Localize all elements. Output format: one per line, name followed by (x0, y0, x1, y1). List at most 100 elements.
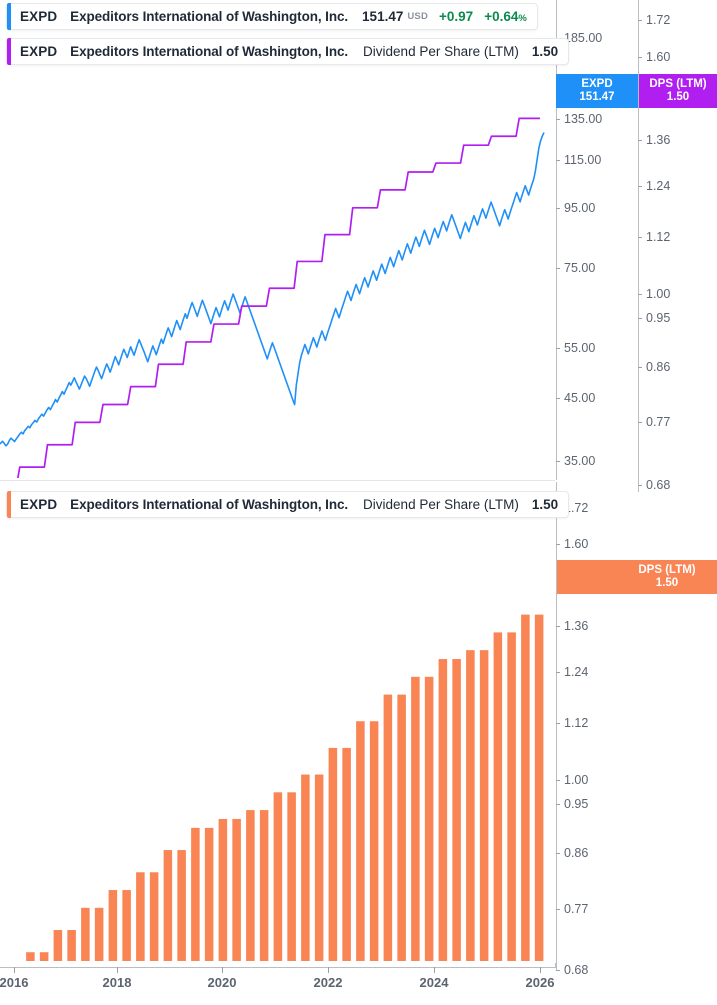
dps-bar[interactable] (534, 614, 544, 961)
dps-bar[interactable] (26, 952, 35, 961)
legend-company-dps-top: Expeditors International of Washington, … (70, 44, 349, 59)
dps-bar[interactable] (108, 890, 118, 961)
dps-bar[interactable] (466, 650, 475, 961)
dps-bottom-axis-line (556, 482, 557, 970)
x-axis-tick (14, 967, 15, 973)
legend-metric-value-dps-bottom: 1.50 (531, 497, 559, 512)
legend-color-swatch-dps-top (7, 38, 11, 65)
legend-metric-value-dps-top: 1.50 (531, 44, 559, 59)
dps-top-axis-tick-label: 1.00 (646, 287, 671, 301)
legend-company-price: Expeditors International of Washington, … (70, 9, 349, 24)
price-axis-tick-label: 75.00 (564, 261, 596, 275)
dps-bottom-y-axis[interactable]: 1.72 1.60 1.36 1.24 1.12 1.00 0.95 0.86 0.77 0.68 (556, 482, 717, 977)
dps-bar[interactable] (287, 792, 296, 961)
dps-bar[interactable] (163, 850, 173, 961)
dps-bar[interactable] (397, 694, 406, 961)
dps-bar[interactable] (218, 818, 228, 961)
price-axis-tick (556, 208, 560, 209)
price-axis-tick (556, 398, 560, 399)
price-axis-tick (556, 268, 560, 269)
dps-top-axis-tick (638, 294, 642, 295)
legend-dps-top[interactable]: EXPD Expeditors International of Washing… (6, 38, 570, 65)
price-value-badge[interactable]: EXPD 151.47 (556, 74, 638, 108)
dps-bar[interactable] (479, 650, 489, 961)
dps-bar[interactable] (149, 872, 159, 961)
dps-bar[interactable] (177, 850, 186, 961)
dps-bottom-axis-tick-label: 1.24 (564, 665, 589, 679)
dps-top-y-axis[interactable]: 1.72 1.60 1.36 1.24 1.12 1.00 0.95 0.86 0.77 0.68 (638, 0, 717, 492)
dps-bottom-value-badge[interactable]: DPS (LTM) 1.50 (557, 560, 717, 594)
dps-bar[interactable] (81, 907, 90, 961)
dps-bar[interactable] (452, 659, 461, 961)
dps-bar[interactable] (191, 827, 200, 961)
dps-plot-area[interactable] (0, 482, 546, 961)
price-axis-tick-label: 115.00 (564, 153, 602, 167)
legend-price[interactable]: EXPD Expeditors International of Washing… (6, 3, 538, 30)
price-axis-tick-label: 55.00 (564, 341, 596, 355)
x-axis-tick (328, 967, 329, 973)
x-axis-tick-label: 2024 (419, 975, 449, 990)
dps-bottom-axis-tick-label: 0.68 (564, 963, 589, 977)
price-axis-line (556, 0, 557, 480)
dps-bar[interactable] (94, 907, 104, 961)
price-line-series (0, 132, 545, 447)
dps-bottom-axis-tick (556, 626, 560, 627)
dps-top-axis-tick (638, 422, 642, 423)
dps-top-badge-value: 1.50 (666, 91, 690, 103)
dps-top-axis-tick (638, 140, 642, 141)
dps-top-axis-tick (638, 20, 642, 21)
dps-bar[interactable] (301, 774, 310, 961)
dps-bar[interactable] (438, 659, 448, 961)
dps-bar[interactable] (369, 721, 379, 961)
dps-bar[interactable] (246, 810, 255, 961)
dps-bar[interactable] (521, 614, 530, 961)
dps-bar[interactable] (383, 694, 393, 961)
dps-bar[interactable] (424, 676, 434, 961)
price-axis-tick (556, 348, 560, 349)
dps-top-axis-tick-label: 0.68 (646, 478, 671, 492)
dps-bar[interactable] (328, 747, 338, 961)
price-plot-area[interactable] (0, 0, 546, 478)
legend-dps-bottom[interactable]: EXPD Expeditors International of Washing… (6, 491, 570, 518)
price-badge-label: EXPD (581, 77, 613, 90)
legend-change-pct: +0.64% (484, 9, 527, 24)
dps-bar[interactable] (273, 792, 283, 961)
dps-bar[interactable] (493, 632, 503, 961)
dps-bottom-badge-value: 1.50 (655, 577, 679, 589)
dps-top-axis-tick-label: 1.36 (646, 133, 671, 147)
dps-top-value-badge[interactable]: DPS (LTM) 1.50 (639, 74, 717, 108)
dps-bottom-axis-tick (556, 672, 560, 673)
x-axis-tick-label: 2016 (0, 975, 29, 990)
dps-bar[interactable] (136, 872, 145, 961)
dps-top-axis-line (638, 0, 639, 492)
dps-bar[interactable] (67, 930, 76, 961)
dps-top-axis-tick-label: 1.60 (646, 50, 671, 64)
dps-bar[interactable] (342, 747, 351, 961)
price-axis-tick-label: 45.00 (564, 391, 596, 405)
legend-change-abs: +0.97 (439, 9, 474, 24)
dps-bar[interactable] (356, 721, 365, 961)
dps-bar[interactable] (122, 890, 131, 961)
dps-bar[interactable] (53, 930, 63, 961)
legend-ticker-price: EXPD (20, 9, 58, 24)
price-axis-tick (556, 160, 560, 161)
dps-top-axis-tick-label: 1.24 (646, 179, 671, 193)
price-chart-panel (0, 0, 717, 481)
price-axis-tick-label: 135.00 (564, 112, 603, 126)
legend-metric-dps-bottom: Dividend Per Share (LTM) (363, 497, 519, 512)
x-axis-tick (540, 967, 541, 973)
dps-bar[interactable] (259, 810, 269, 961)
price-badge-value: 151.47 (579, 91, 615, 103)
dps-bar[interactable] (204, 827, 214, 961)
dps-bar[interactable] (39, 952, 49, 961)
x-axis-tick-label: 2022 (313, 975, 343, 990)
x-axis-tick-label: 2020 (207, 975, 237, 990)
dps-bar[interactable] (232, 818, 241, 961)
panel-divider (0, 480, 555, 481)
x-axis-tick (117, 967, 118, 973)
dps-bar[interactable] (411, 676, 420, 961)
price-y-axis[interactable]: 185.00 135.00 115.00 95.00 75.00 55.00 45.00 35… (556, 0, 604, 480)
dps-bar[interactable] (314, 774, 324, 961)
dps-bar[interactable] (507, 632, 516, 961)
dps-bottom-axis-tick-label: 1.36 (564, 619, 589, 633)
